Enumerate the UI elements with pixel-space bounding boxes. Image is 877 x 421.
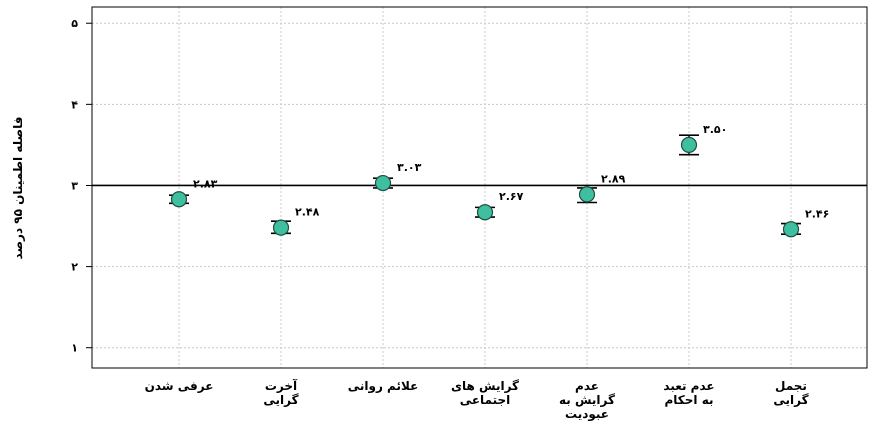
x-category-label: به احکام: [664, 393, 713, 408]
y-tick-label: ۴: [71, 98, 78, 111]
data-point: [170, 191, 188, 208]
y-tick-label: ۵: [71, 17, 78, 30]
y-tick-label: ۱: [71, 342, 78, 355]
data-label: ۲.۴۶: [805, 207, 829, 220]
data-point: [578, 186, 596, 203]
data-point: [680, 136, 698, 154]
x-category-label: عبودیت: [565, 407, 609, 421]
x-category-label: علائم روانی: [348, 379, 419, 394]
data-point: [782, 221, 800, 238]
x-category-label: آخرت: [265, 378, 298, 393]
y-axis: ۱ ۲ ۳ ۴ ۵: [71, 17, 92, 355]
data-label: ۳.۰۳: [397, 161, 422, 174]
grid: [92, 7, 867, 368]
x-category-label: گرایش به: [559, 393, 615, 407]
x-category-label: گرایی: [773, 393, 808, 407]
data-label: ۳.۵۰: [703, 123, 727, 136]
x-category-label: عرفی شدن: [145, 379, 214, 393]
x-category-label: گرایش های: [451, 379, 519, 393]
data-label: ۲.۸۹: [601, 172, 626, 185]
data-point: [476, 204, 494, 221]
y-axis-label: فاصله اطمینان ۹۵ درصد: [11, 117, 25, 260]
x-category-label: عدم تعبد: [663, 379, 714, 394]
data-labels: ۲.۸۳ ۲.۴۸ ۳.۰۳ ۲.۶۷ ۲.۸۹ ۳.۵۰ ۲.۴۶: [193, 123, 829, 220]
x-category-label: اجتماعی: [460, 393, 511, 407]
x-category-label: عدم: [575, 379, 599, 394]
data-point: [374, 174, 392, 192]
data-label: ۲.۸۳: [193, 177, 218, 190]
data-label: ۲.۶۷: [499, 190, 524, 203]
y-tick-label: ۳: [71, 179, 78, 192]
data-label: ۲.۴۸: [295, 206, 320, 219]
plot-frame: [91, 6, 868, 369]
data-points: [170, 136, 800, 238]
x-category-label: تجمل: [775, 379, 807, 393]
data-point: [272, 219, 290, 236]
x-category-label: گرایی: [263, 393, 298, 407]
y-tick-label: ۲: [71, 261, 78, 274]
